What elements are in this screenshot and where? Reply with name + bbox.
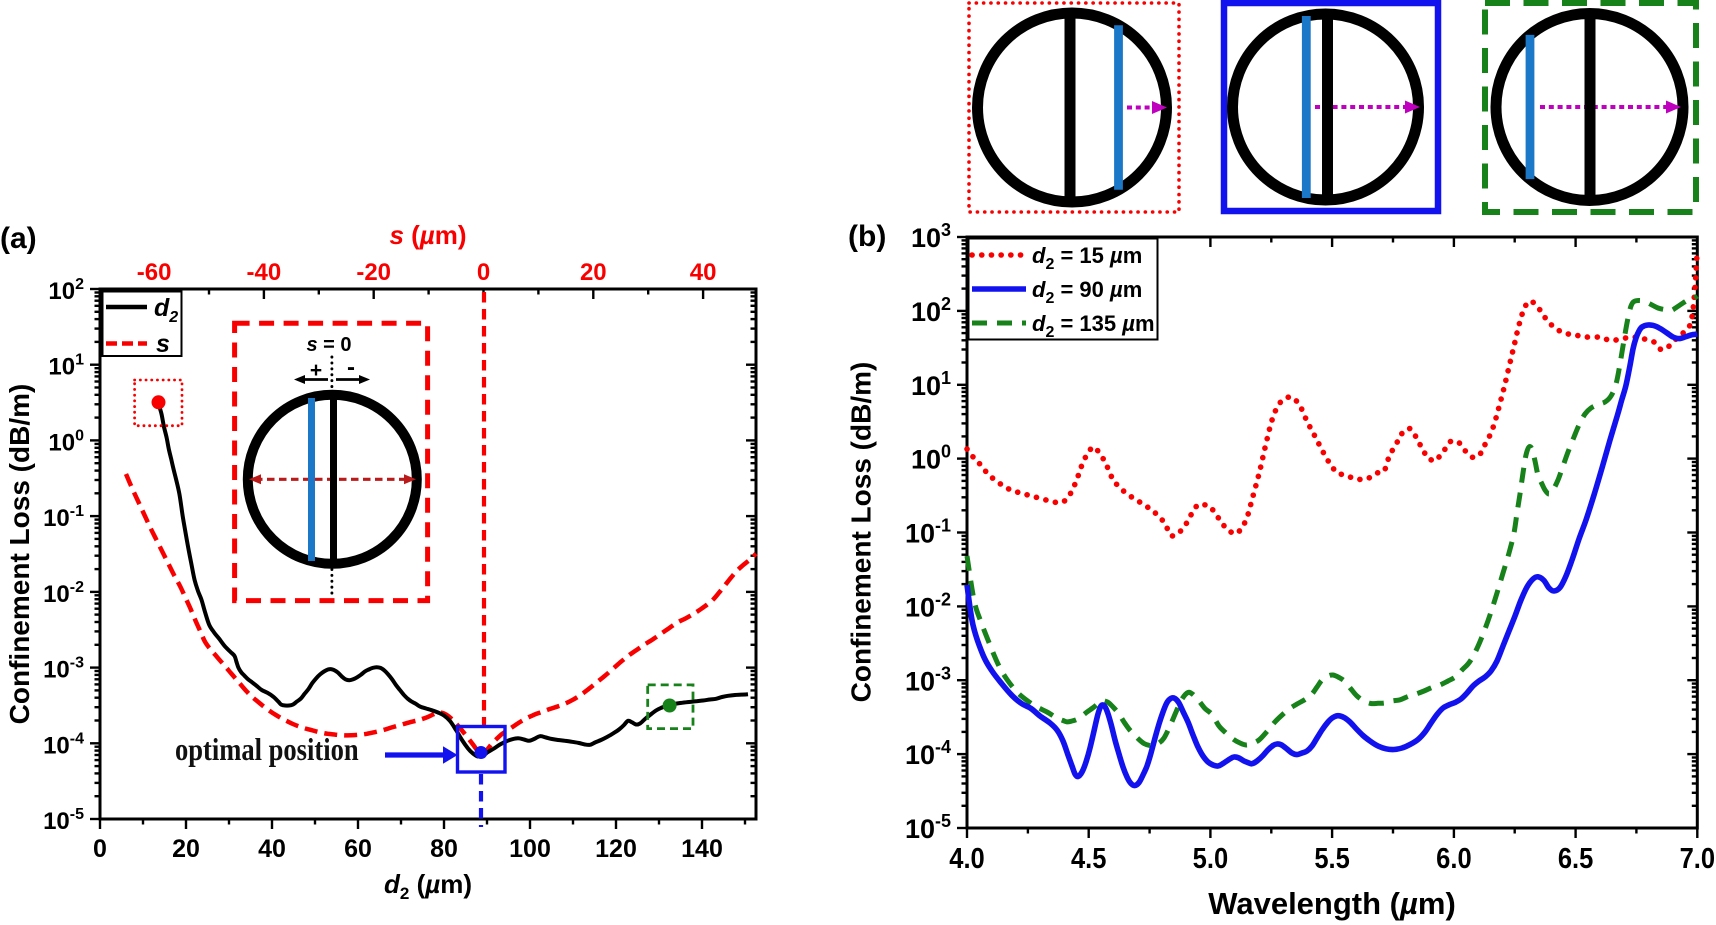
svg-text:10-3: 10-3	[905, 663, 951, 696]
svg-text:6.0: 6.0	[1436, 841, 1471, 874]
svg-text:60: 60	[344, 835, 372, 863]
svg-text:Confinement Loss (dB/m): Confinement Loss (dB/m)	[4, 384, 35, 725]
svg-text:-20: -20	[356, 259, 391, 286]
svg-text:0: 0	[477, 259, 490, 286]
svg-text:0: 0	[93, 835, 107, 863]
svg-text:-: -	[347, 354, 355, 381]
svg-text:+: +	[310, 359, 322, 382]
svg-text:40: 40	[258, 835, 286, 863]
svg-text:-40: -40	[247, 259, 282, 286]
svg-text:120: 120	[595, 835, 637, 863]
svg-text:Wavelength (µm): Wavelength (µm)	[1208, 886, 1456, 921]
svg-text:6.5: 6.5	[1558, 841, 1593, 874]
svg-text:d2 (µm): d2 (µm)	[384, 869, 472, 903]
svg-text:5.0: 5.0	[1193, 841, 1228, 874]
svg-text:Confinement Loss (dB/m): Confinement Loss (dB/m)	[846, 362, 877, 703]
svg-text:140: 140	[681, 835, 723, 863]
svg-text:40: 40	[690, 259, 717, 286]
svg-text:(b): (b)	[848, 220, 886, 253]
svg-text:s = 0: s = 0	[306, 334, 351, 356]
svg-text:20: 20	[580, 259, 607, 286]
svg-text:80: 80	[430, 835, 458, 863]
svg-text:10-3: 10-3	[43, 655, 84, 684]
svg-text:optimal position: optimal position	[175, 733, 359, 768]
svg-text:4.5: 4.5	[1071, 841, 1106, 874]
svg-text:s: s	[156, 330, 170, 358]
svg-text:s (µm): s (µm)	[389, 220, 466, 250]
svg-text:7.0: 7.0	[1680, 841, 1715, 874]
svg-text:100: 100	[509, 835, 551, 863]
svg-text:20: 20	[172, 835, 200, 863]
svg-text:(a): (a)	[0, 222, 37, 255]
svg-text:-60: -60	[137, 259, 172, 286]
svg-text:5.5: 5.5	[1314, 841, 1349, 874]
svg-text:101: 101	[911, 368, 951, 401]
svg-text:4.0: 4.0	[949, 841, 984, 874]
